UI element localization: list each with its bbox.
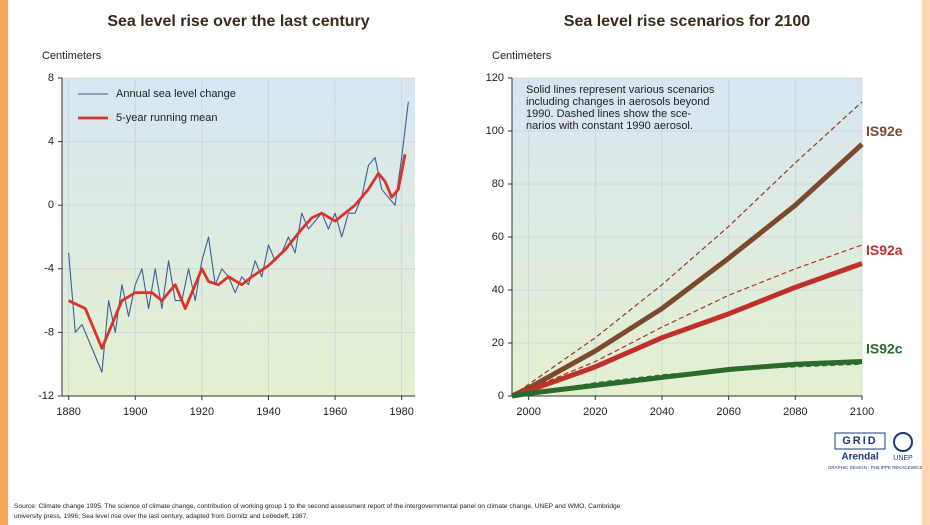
series-line: [511, 261, 863, 399]
legend-label: Annual sea level change: [116, 88, 236, 100]
design-credit: GRAPHIC DESIGN : PHILIPPE REKACEWICZ: [828, 465, 923, 470]
x-tick-label: 1980: [389, 406, 413, 418]
x-tick-label: 2020: [583, 406, 607, 418]
y-tick-label: 0: [48, 199, 54, 211]
x-tick-label: 1880: [56, 406, 80, 418]
grid-logo-box: [834, 432, 886, 450]
series-label: IS92c: [866, 340, 903, 356]
x-tick-label: 2040: [650, 406, 674, 418]
credits: GRID Arendal UNEP GRAPHIC DESIGN : PHILI…: [828, 432, 923, 470]
series-line: [68, 154, 407, 350]
x-tick-label: 2000: [516, 406, 540, 418]
y-tick-label: 0: [498, 390, 504, 402]
source-text: Source: Climate change 1995. The science…: [14, 503, 621, 510]
y-tick-label: -12: [38, 390, 54, 402]
x-tick-label: 2060: [716, 406, 740, 418]
annotation: including changes in aerosols beyond: [526, 96, 709, 108]
y-tick-label: 8: [48, 72, 54, 84]
y-tick-label: 4: [48, 136, 54, 148]
source-text: university press, 1996; Sea level rise o…: [14, 513, 308, 520]
y-axis-label: Centimeters: [42, 50, 102, 62]
series-line: [511, 244, 863, 397]
legend-label: 5-year running mean: [116, 112, 218, 124]
annotation: Solid lines represent various scenarios: [526, 84, 715, 96]
y-tick-label: 20: [492, 337, 504, 349]
annotation: narios with constant 1990 aerosol.: [526, 120, 693, 132]
x-tick-label: 1960: [323, 406, 347, 418]
border-strip: [0, 0, 8, 525]
plot-area: [62, 78, 415, 396]
chart-title: Sea level rise over the last century: [107, 13, 369, 30]
unep-logo: UNEP: [893, 455, 913, 462]
y-axis-label: Centimeters: [492, 50, 552, 62]
series-line: [511, 359, 863, 399]
series-line: [68, 101, 409, 373]
series-line: [511, 101, 863, 397]
border-strip: [922, 0, 930, 525]
x-tick-label: 1940: [256, 406, 280, 418]
grid-logo: GRID: [842, 435, 878, 447]
arendal-logo: Arendal: [841, 452, 878, 463]
x-tick-label: 2100: [850, 406, 874, 418]
series-label: IS92a: [866, 242, 903, 258]
y-tick-label: 100: [486, 125, 504, 137]
x-tick-label: 1900: [123, 406, 147, 418]
y-tick-label: -4: [44, 263, 54, 275]
unep-logo-circle: [893, 432, 913, 452]
series-label: IS92e: [866, 123, 903, 139]
y-tick-label: 80: [492, 178, 504, 190]
y-tick-label: -8: [44, 326, 54, 338]
y-tick-label: 40: [492, 284, 504, 296]
y-tick-label: 60: [492, 231, 504, 243]
chart-title: Sea level rise scenarios for 2100: [564, 13, 810, 30]
y-tick-label: 120: [486, 72, 504, 84]
annotation: 1990. Dashed lines show the sce-: [526, 108, 691, 120]
x-tick-label: 1920: [190, 406, 214, 418]
x-tick-label: 2080: [783, 406, 807, 418]
